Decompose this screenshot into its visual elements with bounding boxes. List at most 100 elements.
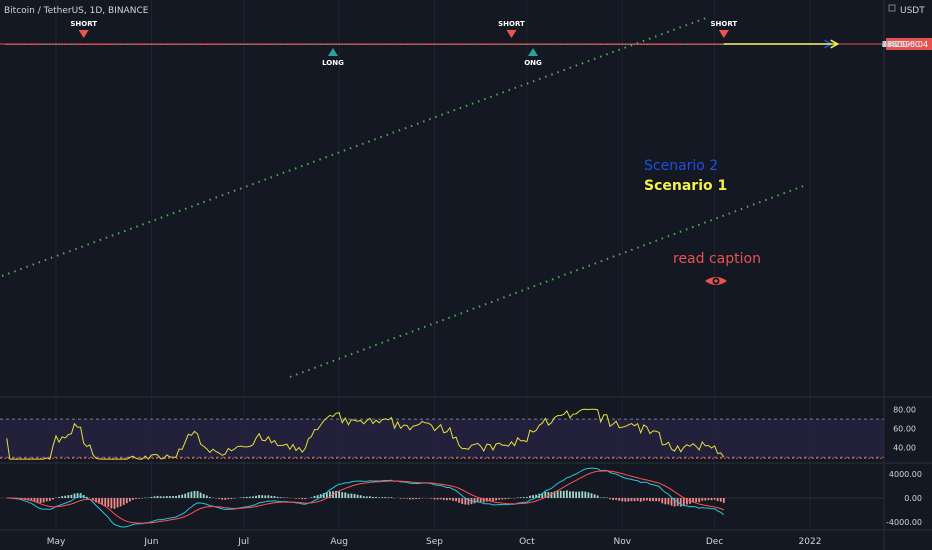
rsi-tick-label: 60.00 bbox=[893, 425, 916, 434]
macd-histogram-bar bbox=[304, 498, 307, 500]
x-tick-label: Sep bbox=[426, 537, 443, 547]
macd-histogram-bar bbox=[685, 498, 688, 505]
macd-histogram-bar bbox=[541, 493, 544, 498]
macd-histogram-bar bbox=[636, 498, 639, 501]
macd-histogram-bar bbox=[673, 498, 676, 507]
long-signal-icon bbox=[528, 48, 539, 57]
macd-histogram-bar bbox=[119, 498, 122, 507]
overlays: 59513.0549100.1548785.2442595.04SHORTLON… bbox=[0, 17, 932, 378]
macd-histogram-bar bbox=[85, 496, 88, 498]
macd-histogram-bar bbox=[230, 498, 233, 499]
macd-histogram-bar bbox=[442, 498, 445, 500]
macd-histogram-bar bbox=[153, 496, 156, 498]
rsi-band bbox=[0, 419, 884, 458]
macd-histogram-bar bbox=[642, 498, 645, 501]
macd-histogram-bar bbox=[667, 498, 670, 505]
macd-histogram-bar bbox=[565, 490, 568, 498]
macd-histogram-bar bbox=[267, 495, 270, 498]
level-price-label: 42595.04 bbox=[890, 40, 928, 49]
macd-histogram-bar bbox=[178, 495, 181, 498]
bands bbox=[0, 418, 884, 459]
short-signal-label: SHORT bbox=[710, 20, 737, 28]
macd-histogram-bar bbox=[710, 498, 713, 501]
macd-histogram-bar bbox=[122, 498, 125, 505]
macd-histogram-bar bbox=[633, 498, 636, 502]
macd-histogram-bar bbox=[716, 498, 719, 502]
macd-histogram-bar bbox=[664, 498, 667, 505]
rsi-line bbox=[6, 408, 725, 460]
macd-histogram-bar bbox=[578, 491, 581, 498]
macd-histogram-bar bbox=[618, 498, 621, 501]
macd-histogram-bar bbox=[473, 498, 476, 504]
macd-histogram-bar bbox=[52, 498, 54, 500]
macd-histogram-bar bbox=[30, 498, 33, 501]
macd-histogram-bar bbox=[98, 498, 100, 504]
macd-histogram-bar bbox=[313, 495, 316, 498]
candle-body bbox=[297, 44, 301, 46]
macd-histogram-bar bbox=[245, 496, 248, 498]
short-signal-label: SHORT bbox=[498, 20, 525, 28]
macd-histogram-bar bbox=[319, 494, 322, 498]
macd-histogram-bar bbox=[655, 498, 658, 502]
x-tick-label: Dec bbox=[706, 537, 723, 547]
macd-histogram-bar bbox=[270, 495, 273, 498]
x-tick-label: Jun bbox=[143, 537, 158, 547]
macd-histogram-bar bbox=[661, 498, 664, 504]
macd-histogram-bar bbox=[335, 490, 337, 498]
macd-histogram-bar bbox=[575, 491, 578, 498]
macd-histogram-bar bbox=[73, 493, 76, 498]
macd-histogram-bar bbox=[489, 498, 491, 501]
candle-body bbox=[122, 44, 125, 46]
candle-body bbox=[214, 44, 218, 46]
candle-body bbox=[113, 44, 116, 46]
macd-histogram-bar bbox=[36, 498, 39, 503]
macd-histogram-bar bbox=[609, 498, 611, 500]
candle-body bbox=[230, 44, 233, 46]
macd-histogram-bar bbox=[581, 491, 584, 498]
candle-body bbox=[165, 44, 168, 46]
candle-body bbox=[227, 44, 230, 46]
settings-icon bbox=[888, 4, 896, 12]
macd-histogram-bar bbox=[445, 498, 448, 501]
macd-histogram-bar bbox=[498, 498, 501, 500]
macd-tick-label: 0.00 bbox=[904, 494, 922, 503]
rsi-tick-label: 40.00 bbox=[893, 444, 916, 453]
macd-histogram-bar bbox=[458, 498, 461, 503]
macd-histogram-bar bbox=[384, 497, 387, 498]
candle-body bbox=[125, 44, 128, 46]
macd-histogram-bar bbox=[347, 493, 350, 498]
channel-upper-line bbox=[1, 17, 707, 277]
candle-body bbox=[159, 44, 162, 46]
macd-histogram-bar bbox=[224, 498, 227, 500]
macd-line bbox=[6, 467, 725, 528]
y-tick-label: 55000.00 bbox=[882, 40, 920, 49]
macd-histogram-bar bbox=[27, 498, 30, 501]
macd-histogram-bar bbox=[233, 498, 236, 499]
macd-histogram-bar bbox=[630, 498, 633, 502]
macd-histogram-bar bbox=[399, 498, 402, 499]
short-signal-icon bbox=[506, 30, 517, 39]
y-tick-label: 27500.00 bbox=[882, 40, 920, 49]
x-tick-label: Aug bbox=[330, 537, 348, 547]
macd-histogram-bar bbox=[190, 491, 193, 498]
scenario-2-label: Scenario 2 bbox=[644, 158, 718, 174]
currency-label[interactable]: USDT bbox=[900, 6, 925, 16]
macd-histogram-bar bbox=[621, 498, 624, 502]
candle-body bbox=[211, 44, 215, 46]
macd-histogram-bar bbox=[649, 498, 651, 502]
macd-histogram-bar bbox=[495, 498, 497, 501]
macd-histogram-bar bbox=[107, 498, 110, 507]
macd-histogram-bar bbox=[165, 496, 168, 498]
candle-body bbox=[301, 44, 304, 46]
macd-histogram-bar bbox=[375, 496, 377, 498]
macd-histogram-bar bbox=[369, 496, 371, 498]
macd-histogram-bar bbox=[255, 495, 257, 498]
macd-histogram-bar bbox=[196, 491, 199, 498]
macd-histogram-bar bbox=[544, 491, 547, 498]
macd-histogram-bar bbox=[378, 497, 381, 498]
macd-histogram-bar bbox=[476, 498, 479, 503]
candle-body bbox=[110, 44, 113, 46]
candle-body bbox=[156, 44, 159, 46]
